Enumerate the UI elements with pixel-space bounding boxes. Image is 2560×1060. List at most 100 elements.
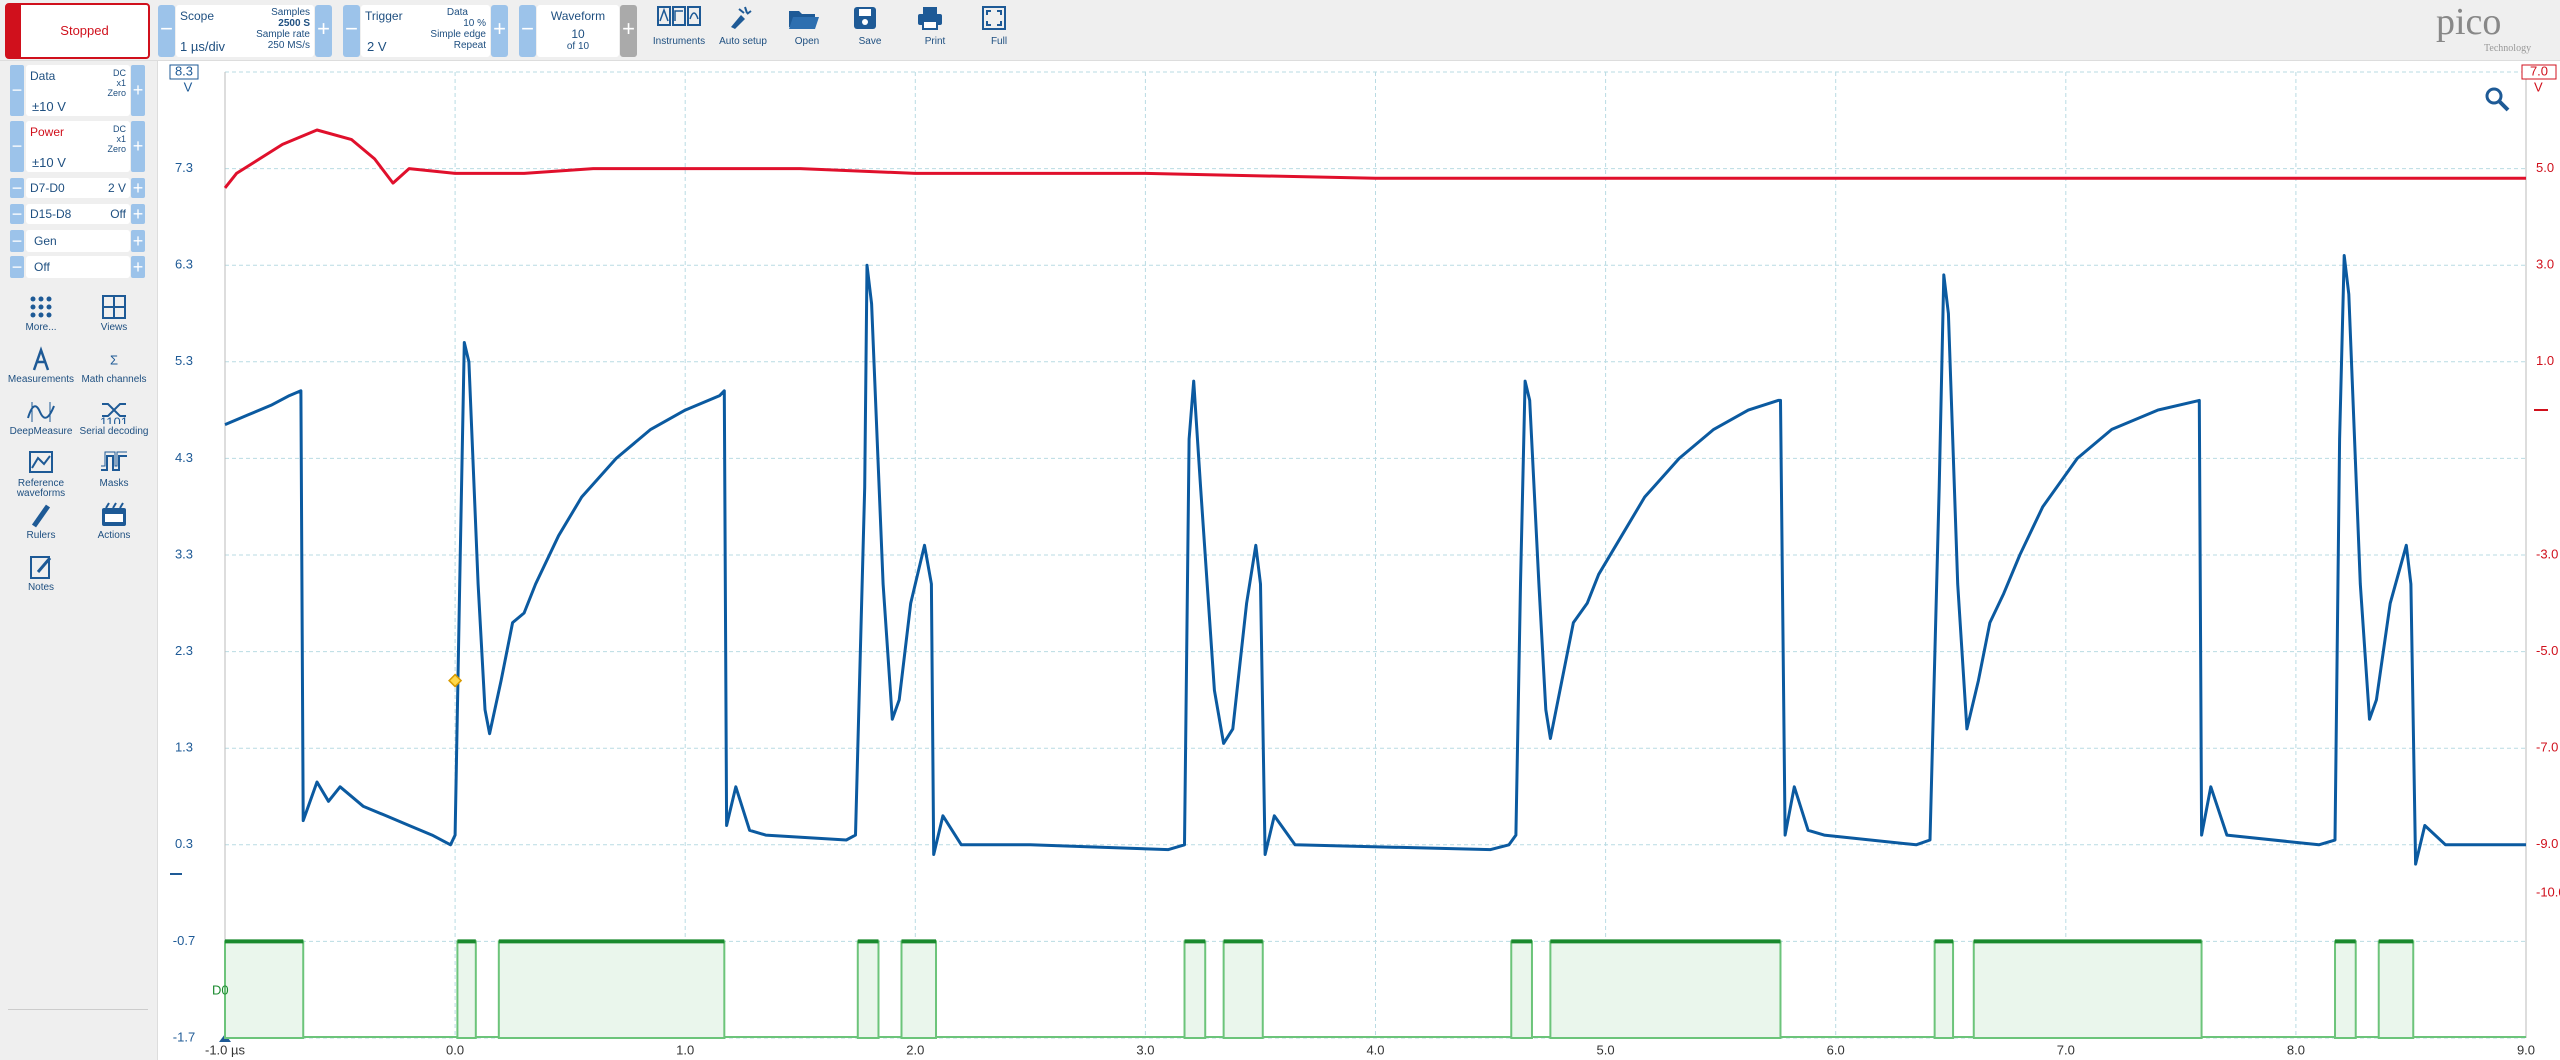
probe: x1 xyxy=(116,134,126,144)
timebase: 1 µs/div xyxy=(180,39,226,54)
plus-button[interactable]: + xyxy=(620,5,637,57)
tool-label: Notes xyxy=(27,582,55,593)
tool-label: DeepMeasure xyxy=(9,426,73,437)
tool-button[interactable]: Σ Math channels xyxy=(79,346,149,385)
plus-button[interactable]: + xyxy=(131,256,145,278)
tool-button[interactable]: Reference waveforms xyxy=(6,450,76,499)
tool-button[interactable]: Actions xyxy=(79,502,149,541)
button-label: Auto setup xyxy=(719,36,767,47)
tool-button[interactable]: Rulers xyxy=(6,502,76,541)
minus-button[interactable]: − xyxy=(10,65,24,116)
minus-button[interactable]: − xyxy=(10,230,24,252)
label: Trigger xyxy=(365,9,403,23)
tool-button[interactable]: 1101 Serial decoding xyxy=(79,398,149,437)
plus-button[interactable]: + xyxy=(131,178,145,198)
digital-high xyxy=(224,940,305,1040)
digital-panel[interactable]: D15-D8 Off xyxy=(26,204,130,224)
digital-panel[interactable]: D7-D0 2 V xyxy=(26,178,130,198)
x-tick-label: 4.0 xyxy=(1366,1042,1384,1057)
tool-label: Math channels xyxy=(81,374,147,385)
icon xyxy=(27,402,55,422)
y2-tick-label: 3.0 xyxy=(2536,257,2554,272)
tool-button[interactable]: Measurements xyxy=(6,346,76,385)
icon xyxy=(29,451,53,473)
icon xyxy=(982,6,1006,30)
status: Stopped xyxy=(60,23,109,38)
plus-button[interactable]: + xyxy=(131,230,145,252)
digital-name: D15-D8 xyxy=(30,207,72,221)
tool-label: Serial decoding xyxy=(79,426,149,437)
icon xyxy=(101,451,127,471)
minus-button[interactable]: − xyxy=(10,121,24,172)
minus-button[interactable]: − xyxy=(10,256,24,278)
value: 10 % xyxy=(463,18,486,29)
plus-button[interactable]: + xyxy=(315,5,332,57)
plus-button[interactable]: + xyxy=(491,5,508,57)
tick-box xyxy=(169,64,199,80)
minus-button[interactable]: − xyxy=(158,5,175,57)
tool-button[interactable]: Views xyxy=(79,294,149,333)
range: ±10 V xyxy=(32,155,66,170)
x-tick-label: 6.0 xyxy=(1827,1042,1845,1057)
probe: x1 xyxy=(116,78,126,88)
toolbar-button[interactable]: Save xyxy=(835,5,905,47)
tool-button[interactable]: Masks xyxy=(79,450,149,489)
toolbar-button[interactable]: Instruments xyxy=(644,5,714,47)
toolbar-button[interactable]: Auto setup xyxy=(708,5,778,47)
x-tick-label: -1.0 µs xyxy=(205,1042,246,1057)
scope-panel[interactable]: Scope Samples 2500 S Sample rate 250 MS/… xyxy=(176,5,314,57)
digital-high xyxy=(856,940,880,1040)
minus-button[interactable]: − xyxy=(10,204,24,224)
y-tick-label: -0.7 xyxy=(173,933,195,948)
trigger-panel[interactable]: Trigger Data 10 % Simple edge Repeat 2 V xyxy=(361,5,490,57)
y-tick-label: 5.3 xyxy=(175,353,193,368)
minus-button[interactable]: − xyxy=(519,5,536,57)
tool-label: Measurements xyxy=(7,374,75,385)
toolbar-button[interactable]: Open xyxy=(772,5,842,47)
range: ±10 V xyxy=(32,99,66,114)
plus-button[interactable]: + xyxy=(131,121,145,172)
label: Sample rate xyxy=(256,29,310,40)
tool-button[interactable]: Notes xyxy=(6,554,76,593)
y-tick-label: 3.3 xyxy=(175,546,193,561)
plus-button[interactable]: + xyxy=(131,65,145,116)
y2-tick-label: 7.0 xyxy=(2530,63,2548,78)
tool-label: Rulers xyxy=(26,530,56,541)
x-tick-label: 1.0 xyxy=(676,1042,694,1057)
minus-button[interactable]: − xyxy=(343,5,360,57)
digital-value: Off xyxy=(110,207,126,221)
digital-high xyxy=(1933,940,1955,1040)
digital-high xyxy=(1183,940,1207,1040)
icon xyxy=(657,6,701,26)
plus-button[interactable]: + xyxy=(131,204,145,224)
button-label: Full xyxy=(990,36,1008,47)
tick-box xyxy=(2521,64,2557,80)
x-tick-label: 3.0 xyxy=(1136,1042,1154,1057)
trace xyxy=(224,254,2526,866)
logo-sub: Technology xyxy=(2484,43,2532,54)
y-tick-label: 8.3 xyxy=(175,63,193,78)
run-button[interactable]: Stopped xyxy=(5,3,150,59)
trace xyxy=(223,128,2526,189)
tool-button[interactable]: More... xyxy=(6,294,76,333)
y2-tick-label: -10.0 xyxy=(2536,885,2560,900)
y2-tick-label: 5.0 xyxy=(2536,160,2554,175)
minus-button[interactable]: − xyxy=(10,178,24,198)
channel-panel[interactable]: Data DC x1 Zero ±10 V xyxy=(26,65,130,116)
toolbar-button[interactable]: Print xyxy=(900,5,970,47)
waveform-panel[interactable]: Waveform 10 of 10 xyxy=(537,5,619,57)
icon: 1101 xyxy=(100,403,128,429)
toolbar-button[interactable]: Full xyxy=(964,5,1034,47)
generator-field[interactable]: Off xyxy=(26,256,130,278)
value: Repeat xyxy=(453,40,486,51)
value: of 10 xyxy=(566,41,590,52)
channel-panel[interactable]: Power DC x1 Zero ±10 V xyxy=(26,121,130,172)
digital-name: D7-D0 xyxy=(30,181,65,195)
value: 250 MS/s xyxy=(267,40,310,51)
tool-button[interactable]: DeepMeasure xyxy=(6,398,76,437)
zero: Zero xyxy=(107,88,126,98)
x-tick-label: 0.0 xyxy=(446,1042,464,1057)
trigger-marker xyxy=(448,673,463,688)
generator-field[interactable]: Gen xyxy=(26,230,130,252)
digital-high xyxy=(2334,940,2357,1040)
